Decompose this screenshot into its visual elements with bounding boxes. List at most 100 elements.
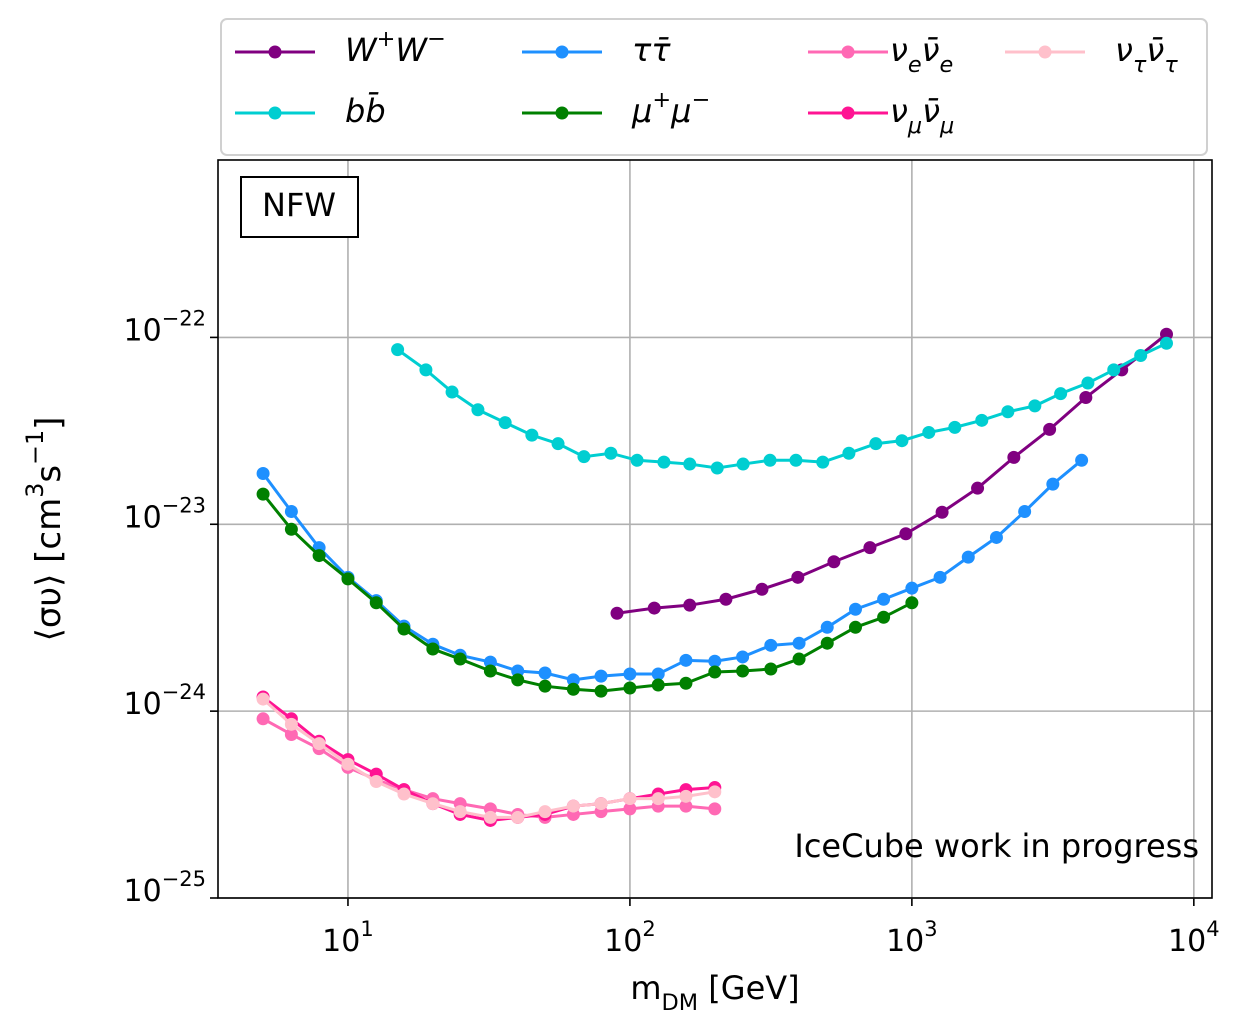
data-point bbox=[1081, 376, 1095, 390]
data-point bbox=[683, 457, 697, 471]
data-point bbox=[791, 570, 805, 584]
legend-marker bbox=[841, 45, 855, 59]
data-point bbox=[256, 712, 270, 726]
data-point bbox=[679, 789, 693, 803]
data-point bbox=[1134, 349, 1148, 363]
data-point bbox=[284, 717, 298, 731]
y-tick-label: 10−23 bbox=[123, 493, 206, 535]
data-point bbox=[594, 669, 608, 683]
data-point bbox=[935, 505, 949, 519]
data-point bbox=[842, 446, 856, 460]
data-point bbox=[610, 606, 624, 620]
legend-marker bbox=[555, 106, 569, 120]
data-point bbox=[483, 655, 497, 669]
data-point bbox=[708, 654, 722, 668]
data-point bbox=[341, 572, 355, 586]
data-point bbox=[312, 737, 326, 751]
data-point bbox=[651, 667, 665, 681]
data-point bbox=[755, 582, 769, 596]
legend-label: ττ̄ bbox=[632, 31, 671, 69]
data-point bbox=[566, 682, 580, 696]
data-point bbox=[961, 550, 975, 564]
y-tick-label: 10−25 bbox=[123, 867, 206, 909]
series-line bbox=[616, 333, 1168, 615]
data-point bbox=[683, 598, 697, 612]
data-point bbox=[483, 810, 497, 824]
data-point bbox=[284, 505, 298, 519]
data-point bbox=[426, 797, 440, 811]
legend-box bbox=[220, 18, 1208, 156]
data-point bbox=[594, 797, 608, 811]
data-point bbox=[764, 638, 778, 652]
y-tick-label: 10−22 bbox=[123, 306, 206, 348]
data-point bbox=[1054, 387, 1068, 401]
annotation-box bbox=[240, 176, 359, 238]
data-point bbox=[877, 592, 891, 606]
data-point bbox=[511, 673, 525, 687]
plot-area bbox=[256, 327, 1174, 827]
y-axis-label: ⟨συ⟩ [cm3s−1] bbox=[21, 417, 69, 642]
data-point bbox=[1160, 327, 1174, 341]
data-point bbox=[1046, 477, 1060, 491]
data-point bbox=[679, 653, 693, 667]
data-point bbox=[511, 664, 525, 678]
data-point bbox=[453, 805, 467, 819]
data-point bbox=[971, 481, 985, 495]
data-point bbox=[1079, 390, 1093, 404]
data-point bbox=[764, 662, 778, 676]
data-point bbox=[369, 775, 383, 789]
data-point bbox=[657, 455, 671, 469]
data-point bbox=[341, 757, 355, 771]
data-point bbox=[820, 620, 834, 634]
data-point bbox=[948, 420, 962, 434]
data-point bbox=[566, 673, 580, 687]
data-point bbox=[899, 527, 913, 541]
data-point bbox=[498, 416, 512, 430]
data-point bbox=[816, 455, 830, 469]
data-point bbox=[312, 549, 326, 563]
legend-label: ντν̄τ bbox=[1115, 31, 1178, 78]
data-point bbox=[483, 664, 497, 678]
data-point bbox=[256, 487, 270, 501]
data-point bbox=[789, 453, 803, 467]
data-point bbox=[651, 792, 665, 806]
data-point bbox=[792, 652, 806, 666]
data-point bbox=[736, 457, 750, 471]
data-point bbox=[679, 676, 693, 690]
data-point bbox=[453, 652, 467, 666]
annotation: NFW bbox=[262, 186, 336, 224]
data-point bbox=[763, 453, 777, 467]
data-point bbox=[708, 802, 722, 816]
data-point bbox=[623, 792, 637, 806]
data-point bbox=[922, 425, 936, 439]
data-point bbox=[895, 434, 909, 448]
data-point bbox=[820, 636, 834, 650]
legend-label: W+W− bbox=[345, 26, 446, 70]
data-point bbox=[623, 681, 637, 695]
data-point bbox=[933, 570, 947, 584]
data-point bbox=[736, 650, 750, 664]
data-point bbox=[708, 665, 722, 679]
data-point bbox=[604, 446, 618, 460]
data-point bbox=[708, 785, 722, 799]
legend-marker bbox=[268, 106, 282, 120]
data-point bbox=[989, 530, 1003, 544]
data-point bbox=[827, 555, 841, 569]
data-point bbox=[1001, 405, 1015, 419]
data-point bbox=[1043, 422, 1057, 436]
data-point bbox=[445, 385, 459, 399]
data-point bbox=[623, 667, 637, 681]
data-point bbox=[719, 592, 733, 606]
data-point bbox=[566, 799, 580, 813]
data-point bbox=[284, 522, 298, 536]
data-point bbox=[397, 622, 411, 636]
data-point bbox=[256, 466, 270, 480]
data-point bbox=[905, 581, 919, 595]
data-point bbox=[863, 541, 877, 555]
legend-label: νeν̄e bbox=[890, 31, 953, 78]
data-point bbox=[1075, 453, 1089, 467]
data-point bbox=[538, 666, 552, 680]
legend-label: μ+μ− bbox=[631, 87, 710, 131]
x-tick-label: 102 bbox=[604, 917, 656, 959]
